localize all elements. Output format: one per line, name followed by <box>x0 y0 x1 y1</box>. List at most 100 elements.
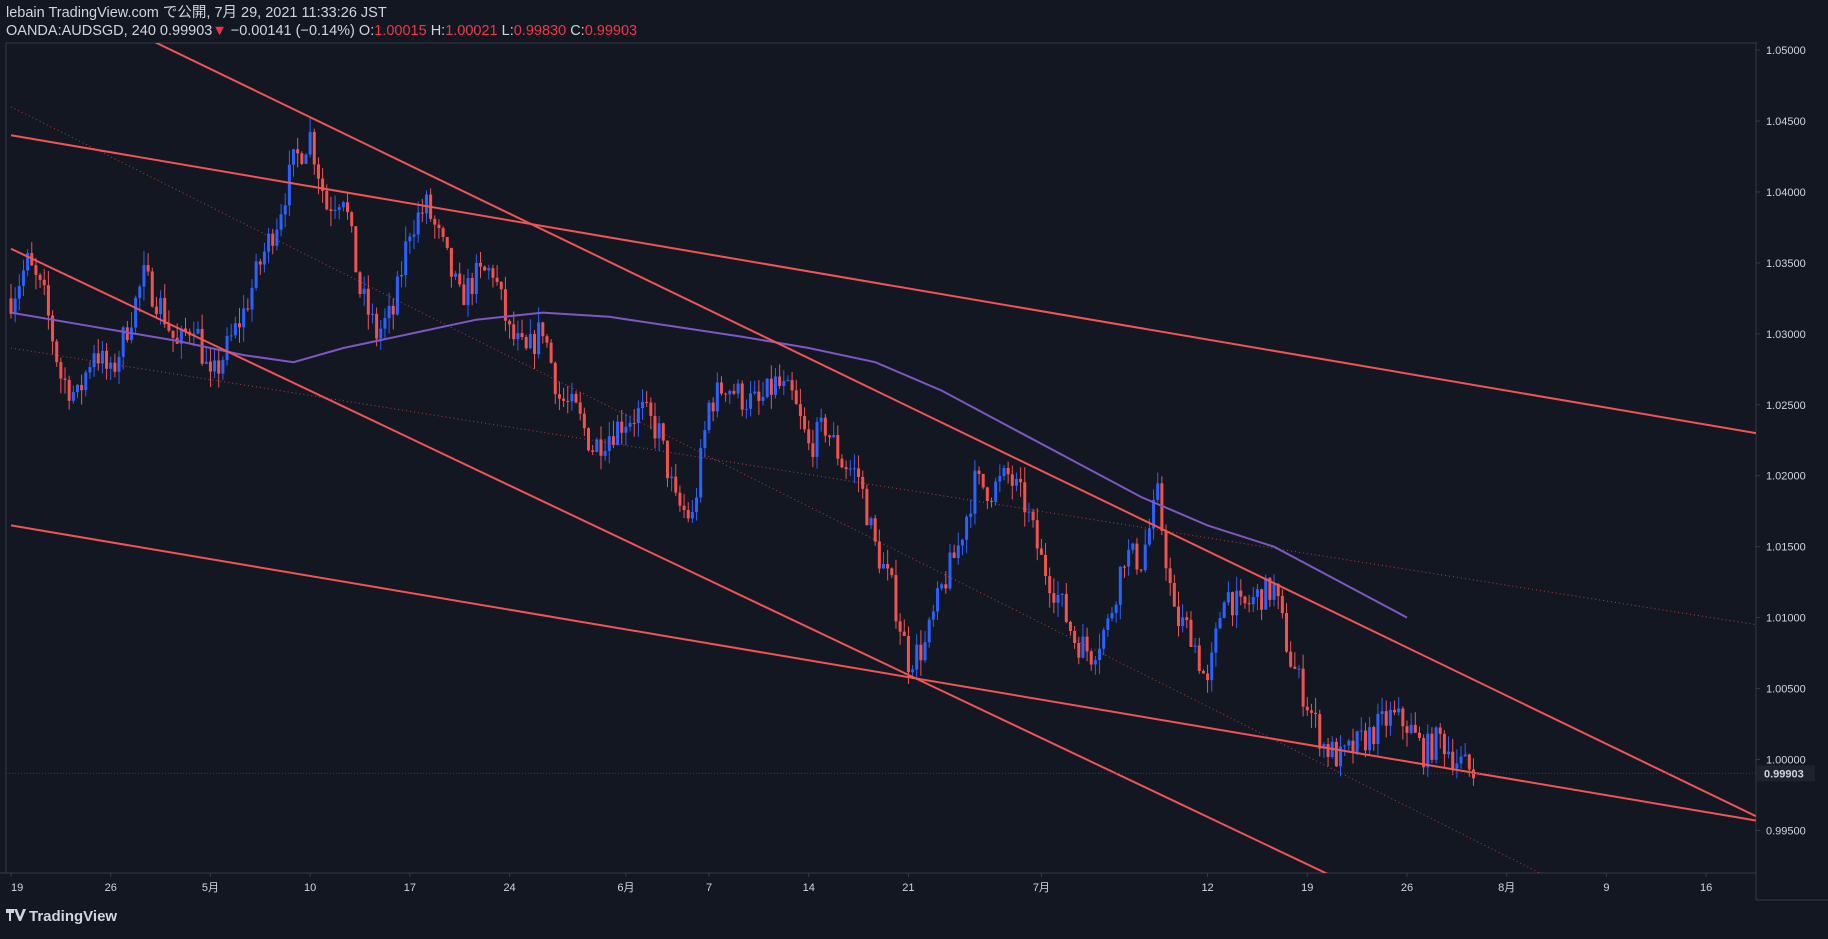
trendline-dotted <box>10 347 1756 626</box>
candle-body <box>1467 754 1471 770</box>
symbol-name[interactable]: OANDA:AUDSGD, 240 <box>6 23 156 39</box>
candle-body <box>557 394 561 399</box>
candle <box>744 399 748 419</box>
candle-body <box>1339 746 1343 767</box>
candle <box>882 552 885 569</box>
change-down-arrow-icon: ▼ <box>212 23 227 39</box>
candle-body <box>254 261 258 288</box>
candle <box>603 438 607 461</box>
candle-body <box>1085 636 1089 652</box>
candle-body <box>794 390 798 405</box>
candle-body <box>998 476 1002 482</box>
candle-body <box>17 285 21 299</box>
candle <box>886 549 890 581</box>
candle-body <box>657 423 661 439</box>
candle-body <box>670 476 674 479</box>
candle <box>1264 574 1268 610</box>
candle-body <box>1197 645 1201 671</box>
candle <box>516 320 520 351</box>
trendline-group[interactable] <box>10 29 1756 880</box>
candle <box>1430 727 1434 764</box>
candle <box>1143 529 1147 573</box>
candle-body <box>1380 711 1384 714</box>
candle <box>441 226 445 242</box>
candle <box>308 117 312 158</box>
candle <box>832 421 836 439</box>
candle <box>636 400 640 437</box>
candle <box>1351 728 1355 764</box>
candle <box>1251 586 1255 613</box>
candle <box>1322 742 1326 758</box>
candle <box>1002 465 1006 481</box>
candle-body <box>1243 596 1247 604</box>
candle-body <box>366 288 370 315</box>
candle-body <box>1172 583 1176 607</box>
candle <box>1260 588 1264 621</box>
candle-body <box>300 153 304 164</box>
candle-body <box>1251 596 1255 605</box>
candle-body <box>275 229 279 246</box>
candle <box>466 268 470 317</box>
candle-body <box>894 575 898 622</box>
candle <box>395 270 399 316</box>
candle <box>1355 730 1359 756</box>
candle <box>196 321 200 335</box>
candle <box>541 321 545 344</box>
candle-body <box>882 564 885 569</box>
candle <box>657 416 661 451</box>
candle-body <box>424 194 428 214</box>
candle-body <box>163 297 167 325</box>
symbol-legend[interactable]: OANDA:AUDSGD, 240 0.99903▼ −0.00141 (−0.… <box>6 22 637 40</box>
candle <box>1118 566 1122 620</box>
tradingview-brand[interactable]: TradingView <box>6 908 117 925</box>
candle <box>1380 697 1384 726</box>
candle-body <box>412 234 416 237</box>
candle <box>117 350 121 385</box>
candle-body <box>1451 751 1455 769</box>
candle <box>632 409 636 437</box>
candle <box>936 581 940 621</box>
candle-body <box>1152 499 1156 529</box>
candle <box>990 497 994 508</box>
candle <box>931 604 935 627</box>
candle-body <box>911 669 915 673</box>
candle-body <box>778 376 782 386</box>
candle-body <box>13 298 17 314</box>
candle-body <box>611 436 615 445</box>
candle <box>1417 726 1421 741</box>
candle-body <box>508 320 512 325</box>
trendline <box>154 43 1756 818</box>
candle-body <box>292 149 296 165</box>
price-axis[interactable]: 1.05000 1.04500 1.04000 1.03500 1.03000 1.025… <box>1756 45 1806 837</box>
candle <box>1247 595 1251 613</box>
candle <box>55 339 59 367</box>
price-change: −0.00141 (−0.14%) <box>230 23 355 39</box>
candle-body <box>458 273 462 285</box>
y-tick-label: 1.02500 <box>1766 400 1806 412</box>
time-axis[interactable]: 19 26 5月 10 17 24 6月 7 14 21 7月 12 19 26 8月 9 16 <box>10 873 1712 894</box>
candle <box>491 264 495 288</box>
tradingview-logo-icon <box>6 909 26 924</box>
candle-body <box>520 333 524 338</box>
candle <box>292 148 296 177</box>
candle <box>952 544 956 559</box>
candle <box>919 630 923 676</box>
low-value: 0.99830 <box>513 23 567 39</box>
candle-body <box>1293 666 1297 669</box>
candle <box>1442 730 1446 768</box>
candle <box>350 211 354 233</box>
candle <box>553 361 557 405</box>
x-tick-label: 12 <box>1201 882 1213 894</box>
candle-body <box>503 289 507 321</box>
candle-body <box>823 417 827 436</box>
candle-body <box>246 308 250 310</box>
candle-body <box>595 439 599 452</box>
candle <box>665 440 669 488</box>
candle <box>877 529 881 574</box>
candle <box>1139 569 1143 573</box>
candle-body <box>624 426 628 433</box>
candle <box>1276 583 1280 610</box>
candle-body <box>1409 724 1413 733</box>
candle-body <box>994 481 998 502</box>
